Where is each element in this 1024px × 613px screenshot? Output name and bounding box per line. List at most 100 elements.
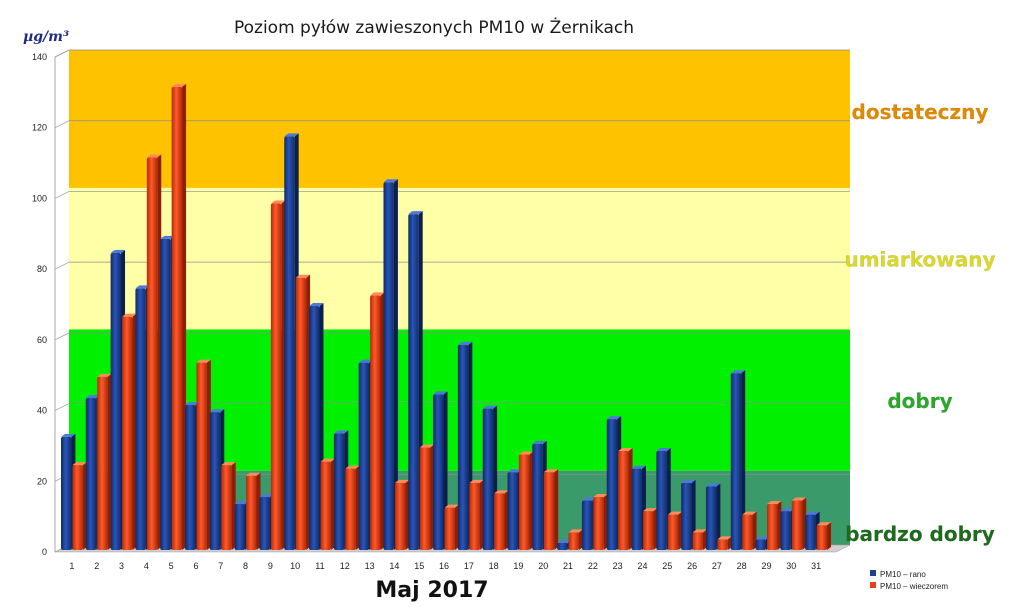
- y-tick-label: 0: [42, 547, 47, 557]
- x-tick-label: 10: [290, 561, 300, 571]
- bar-rano-18: [482, 405, 498, 550]
- zone-label-1: dobry: [887, 389, 952, 413]
- x-tick-label: 6: [193, 561, 198, 571]
- legend: PM10 – rano PM10 – wieczorem: [870, 570, 948, 591]
- bar-wieczorem-7: [221, 462, 236, 550]
- bar-wieczorem-16: [444, 504, 459, 550]
- y-tick-label: 140: [32, 52, 47, 62]
- y-tick-label: 20: [37, 476, 47, 486]
- bar-wieczorem-11: [320, 458, 335, 550]
- x-tick-label: 25: [662, 561, 672, 571]
- x-tick-label: 3: [119, 561, 124, 571]
- x-tick-label: 30: [786, 561, 796, 571]
- x-tick-label: 27: [712, 561, 722, 571]
- x-tick-label: 31: [811, 561, 821, 571]
- x-tick-label: 9: [268, 561, 273, 571]
- zone-label-0: bardzo dobry: [845, 522, 995, 546]
- x-tick-label: 1: [69, 561, 74, 571]
- zone-band-2: [69, 187, 850, 330]
- x-tick-label: 11: [315, 561, 324, 571]
- y-tick-label: 100: [32, 193, 47, 203]
- bar-wieczorem-30: [791, 497, 807, 550]
- chart-title: Poziom pyłów zawieszonych PM10 w Żernika…: [234, 17, 634, 38]
- gridline-wall-2: [54, 403, 70, 411]
- bar-wieczorem-5: [171, 83, 187, 551]
- x-tick-label: 21: [563, 561, 573, 571]
- x-tick-label: 8: [243, 561, 248, 571]
- x-tick-label: 15: [414, 561, 424, 571]
- x-tick-label: 18: [489, 561, 499, 571]
- bar-wieczorem-26: [692, 529, 707, 550]
- legend-label-wieczorem: PM10 – wieczorem: [880, 582, 948, 591]
- x-tick-label: 17: [464, 561, 474, 571]
- bar-wieczorem-15: [419, 444, 435, 550]
- gridline-wall-3: [54, 332, 70, 341]
- x-tick-label: 2: [94, 561, 99, 571]
- legend-swatch-rano: [870, 570, 876, 576]
- bar-wieczorem-20: [543, 469, 559, 550]
- x-axis: 1 2 3 4 5 6 7 8 9 10 11 12 13 14 15 16 17 18 19 20 21 22 23 24 2…: [69, 561, 821, 571]
- bar-wieczorem-1: [72, 462, 87, 550]
- bars: [61, 83, 832, 551]
- legend-label-rano: PM10 – rano: [880, 570, 926, 579]
- x-tick-label: 13: [365, 561, 375, 571]
- left-wall-top: [54, 49, 70, 58]
- bar-rano-17: [457, 341, 473, 550]
- bar-wieczorem-17: [469, 479, 484, 550]
- bar-rano-14: [383, 179, 398, 551]
- bar-wieczorem-22: [593, 493, 608, 550]
- x-tick-label: 4: [144, 561, 149, 571]
- bar-wieczorem-25: [667, 511, 683, 550]
- bar-wieczorem-24: [642, 508, 658, 550]
- bar-wieczorem-13: [370, 292, 385, 550]
- x-tick-label: 14: [389, 561, 399, 571]
- y-tick-label: 120: [32, 123, 47, 133]
- zone-labels: bardzo dobry dobry umiarkowany dostateczny: [844, 100, 995, 546]
- zone-label-3: dostateczny: [852, 100, 989, 124]
- bar-wieczorem-4: [146, 154, 162, 551]
- bar-wieczorem-23: [618, 448, 633, 550]
- gridline-wall-5: [54, 191, 70, 199]
- y-axis-unit: µg/m³: [23, 29, 69, 45]
- y-tick-label: 40: [37, 406, 47, 416]
- bar-wieczorem-18: [494, 490, 509, 550]
- bar-wieczorem-19: [518, 451, 534, 550]
- zone-band-3: [69, 50, 850, 188]
- bar-wieczorem-21: [568, 529, 583, 550]
- gridline-wall-6: [54, 120, 70, 129]
- bar-rano-27: [705, 483, 721, 550]
- x-tick-label: 20: [538, 561, 548, 571]
- zone-label-2: umiarkowany: [844, 248, 995, 272]
- x-tick-label: 5: [169, 561, 174, 571]
- bar-wieczorem-28: [742, 511, 757, 550]
- x-tick-label: 28: [737, 561, 747, 571]
- x-tick-label: 22: [588, 561, 598, 571]
- bar-wieczorem-9: [270, 200, 286, 550]
- bar-wieczorem-8: [246, 472, 261, 550]
- bar-wieczorem-2: [97, 373, 112, 550]
- x-tick-label: 29: [761, 561, 771, 571]
- bar-wieczorem-6: [196, 359, 211, 550]
- bar-wieczorem-29: [766, 501, 782, 550]
- bar-rano-24: [631, 465, 646, 550]
- y-tick-label: 80: [37, 264, 47, 274]
- bar-wieczorem-3: [122, 313, 137, 550]
- x-tick-label: 24: [637, 561, 647, 571]
- x-tick-label: 26: [687, 561, 697, 571]
- x-tick-label: 23: [613, 561, 623, 571]
- y-tick-label: 60: [37, 335, 47, 345]
- bar-wieczorem-31: [816, 522, 832, 550]
- gridline-wall-4: [54, 261, 70, 270]
- legend-swatch-wieczorem: [870, 582, 876, 588]
- x-tick-label: 16: [439, 561, 449, 571]
- y-axis: 0 20 40 60 80 100 120 140: [32, 52, 47, 557]
- bar-rano-28: [730, 370, 746, 550]
- bar-wieczorem-27: [717, 536, 732, 550]
- x-tick-label: 7: [218, 561, 223, 571]
- bar-wieczorem-12: [345, 465, 360, 550]
- bar-wieczorem-14: [394, 479, 410, 550]
- bar-wieczorem-10: [295, 274, 311, 550]
- x-tick-label: 19: [513, 561, 523, 571]
- x-tick-label: 12: [340, 561, 350, 571]
